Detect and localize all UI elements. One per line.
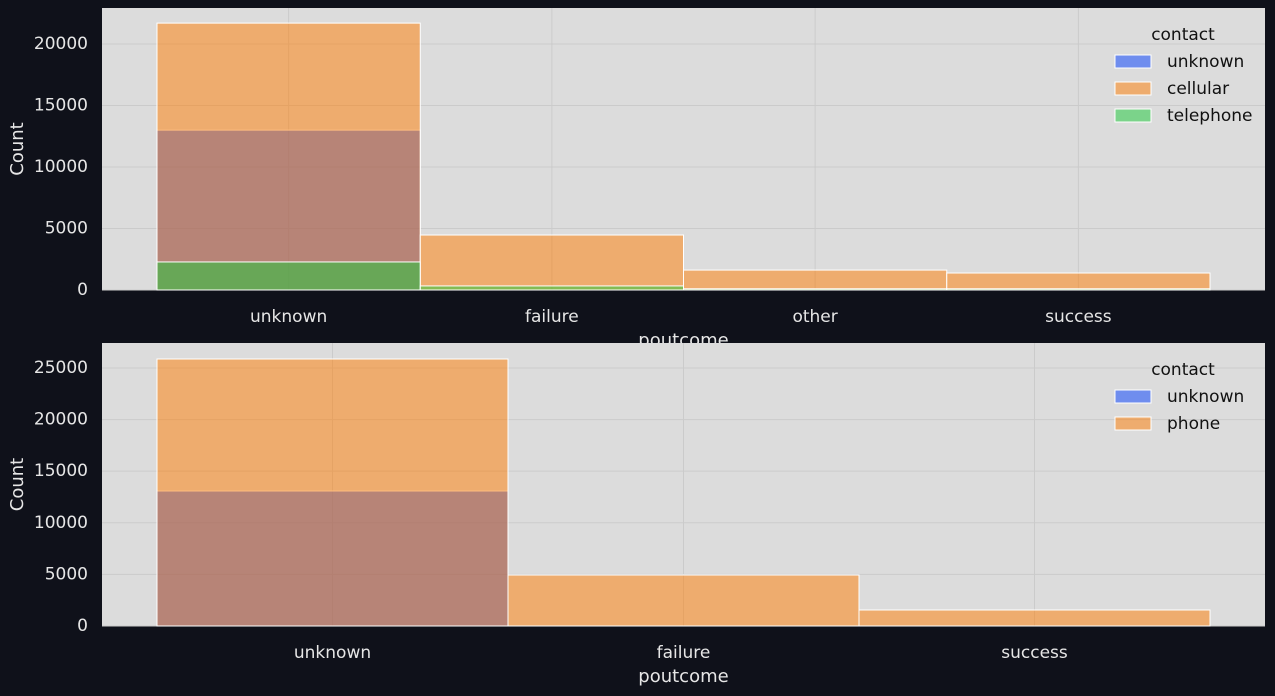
- bar: [156, 358, 509, 627]
- legend-swatch: [1114, 54, 1152, 69]
- bar: [419, 234, 684, 291]
- x-tick-label: unknown: [294, 643, 371, 663]
- bar: [858, 609, 1211, 627]
- legend-swatch: [1114, 416, 1152, 431]
- bar: [683, 288, 948, 291]
- legend-label: phone: [1167, 414, 1220, 434]
- x-tick-label: other: [792, 307, 837, 327]
- bar: [507, 574, 860, 627]
- y-tick-label: 10000: [34, 513, 88, 533]
- y-tick-label: 10000: [34, 157, 88, 177]
- bar: [946, 272, 1211, 291]
- legend-title: contact: [1151, 360, 1215, 380]
- bar: [156, 22, 421, 291]
- legend-label: cellular: [1167, 79, 1229, 99]
- x-tick-label: unknown: [250, 307, 327, 327]
- x-tick-label: failure: [525, 307, 579, 327]
- bar: [156, 261, 421, 291]
- legend-label: unknown: [1167, 387, 1244, 407]
- legend-swatch: [1114, 389, 1152, 404]
- legend-label: unknown: [1167, 52, 1244, 72]
- bar: [683, 269, 948, 291]
- y-tick-label: 20000: [34, 410, 88, 430]
- x-tick-label: success: [1045, 307, 1112, 327]
- x-tick-label: failure: [657, 643, 711, 663]
- legend-label: telephone: [1167, 106, 1253, 126]
- y-tick-label: 25000: [34, 358, 88, 378]
- y-tick-label: 5000: [45, 219, 88, 239]
- x-tick-label: success: [1001, 643, 1068, 663]
- legend-swatch: [1114, 81, 1152, 96]
- x-axis-label: poutcome: [638, 666, 728, 687]
- y-axis-label: Count: [7, 458, 28, 511]
- y-tick-label: 15000: [34, 461, 88, 481]
- y-tick-label: 15000: [34, 96, 88, 116]
- y-tick-label: 0: [77, 616, 88, 636]
- bar: [946, 288, 1211, 291]
- y-tick-label: 20000: [34, 34, 88, 54]
- legend-swatch: [1114, 108, 1152, 123]
- y-axis-label: Count: [7, 122, 28, 175]
- y-tick-label: 5000: [45, 564, 88, 584]
- y-tick-label: 0: [77, 280, 88, 300]
- bar: [419, 285, 684, 291]
- legend-title: contact: [1151, 25, 1215, 45]
